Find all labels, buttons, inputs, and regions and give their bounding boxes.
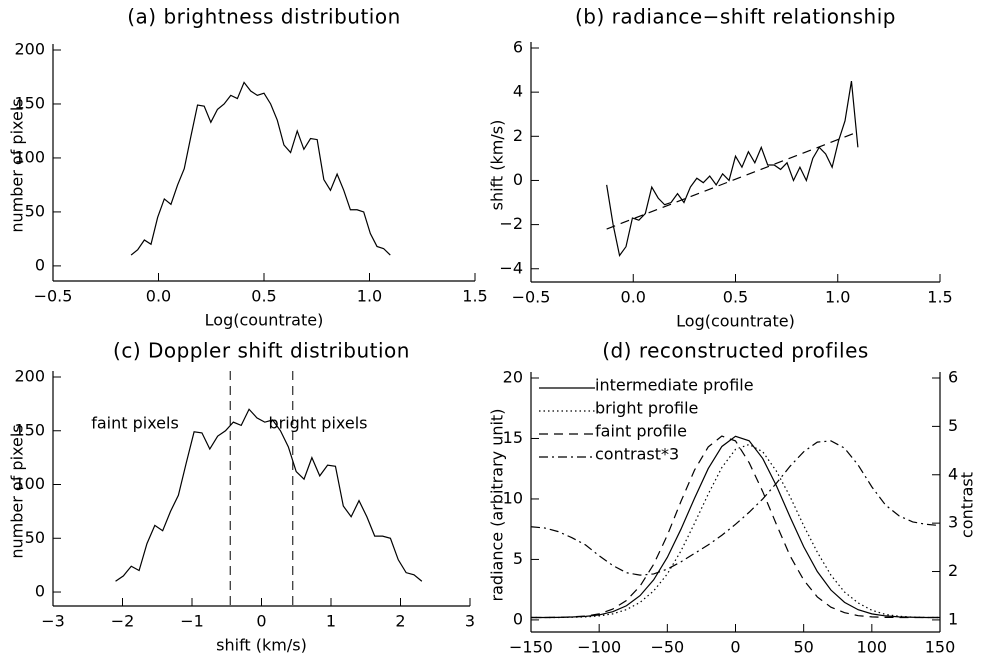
- y-axis-label: radiance (arbitrary unit): [488, 409, 507, 602]
- y-tick-label: 2: [513, 126, 523, 145]
- x-axis-label: Log(countrate): [205, 311, 324, 330]
- x-tick-label: 0.5: [251, 287, 276, 306]
- y2-tick-label: 6: [948, 368, 958, 387]
- y2-tick-label: 1: [948, 609, 958, 628]
- y-tick-label: 200: [14, 367, 45, 386]
- y-tick-label: 0: [35, 582, 45, 601]
- series-line: [531, 435, 940, 619]
- x-tick-label: −150: [509, 638, 553, 657]
- annotation: faint pixels: [91, 414, 179, 433]
- y-tick-label: 10: [503, 488, 523, 507]
- y-tick-label: 100: [14, 474, 45, 493]
- legend-label: contrast*3: [595, 445, 679, 464]
- y-tick-label: 20: [503, 368, 523, 387]
- y-tick-label: 6: [513, 38, 523, 57]
- x-tick-label: 100: [857, 638, 888, 657]
- x-tick-label: 1.5: [927, 288, 952, 307]
- chart-title: (a) brightness distribution: [127, 5, 401, 29]
- y-tick-label: 50: [25, 528, 45, 547]
- y-tick-label: 0: [513, 609, 523, 628]
- x-tick-label: −100: [577, 638, 621, 657]
- y-tick-label: 50: [25, 201, 45, 220]
- y-axis-label: shift (km/s): [488, 120, 507, 211]
- x-tick-label: −0.5: [512, 288, 551, 307]
- legend-label: intermediate profile: [595, 376, 754, 395]
- x-tick-label: 3: [465, 612, 475, 631]
- y-tick-label: 15: [503, 428, 523, 447]
- y-tick-label: 200: [14, 40, 45, 59]
- y-tick-label: −2: [499, 214, 523, 233]
- x-tick-label: 1.0: [825, 288, 850, 307]
- x-axis-label: Log(countrate): [676, 312, 795, 331]
- series-line: [531, 443, 940, 619]
- y-tick-label: 4: [513, 82, 523, 101]
- y-axis-label: number of pixels: [8, 424, 27, 558]
- x-axis-label: shift (km/s): [216, 636, 307, 655]
- series-line: [130, 81, 391, 256]
- chart-title: (c) Doppler shift distribution: [113, 339, 410, 363]
- x-tick-label: 1.5: [462, 287, 487, 306]
- x-tick-label: −2: [111, 612, 135, 631]
- legend-label: bright profile: [595, 399, 698, 418]
- x-tick-label: 50: [793, 638, 813, 657]
- x-tick-label: −50: [650, 638, 684, 657]
- y2-tick-label: 4: [948, 464, 958, 483]
- series-line: [606, 81, 859, 257]
- y-tick-label: 0: [513, 170, 523, 189]
- x-tick-label: 1.0: [357, 287, 382, 306]
- x-tick-label: 0.0: [621, 288, 646, 307]
- x-tick-label: 0.5: [723, 288, 748, 307]
- x-tick-label: −1: [180, 612, 204, 631]
- y-tick-label: 100: [14, 147, 45, 166]
- x-tick-label: 0: [256, 612, 266, 631]
- series-line: [531, 435, 940, 619]
- y2-tick-label: 5: [948, 416, 958, 435]
- y-tick-label: 5: [513, 549, 523, 568]
- y2-tick-label: 3: [948, 513, 958, 532]
- y-axis-label: number of pixels: [8, 98, 27, 232]
- y-tick-label: −4: [499, 258, 523, 277]
- x-tick-label: −0.5: [34, 287, 73, 306]
- x-tick-label: −3: [41, 612, 65, 631]
- y2-axis-label: contrast: [958, 472, 977, 538]
- y-tick-label: 150: [14, 420, 45, 439]
- series-line: [530, 440, 941, 576]
- annotation: bright pixels: [268, 414, 367, 433]
- y2-tick-label: 2: [948, 561, 958, 580]
- chart-title: (d) reconstructed profiles: [602, 339, 869, 363]
- x-tick-label: 2: [395, 612, 405, 631]
- x-tick-label: 150: [925, 638, 956, 657]
- x-tick-label: 0.0: [146, 287, 171, 306]
- chart-title: (b) radiance−shift relationship: [575, 5, 896, 29]
- series-line: [115, 408, 423, 582]
- x-tick-label: 0: [730, 638, 740, 657]
- y-tick-label: 0: [35, 255, 45, 274]
- y-tick-label: 150: [14, 93, 45, 112]
- x-tick-label: 1: [326, 612, 336, 631]
- legend-label: faint profile: [595, 422, 687, 441]
